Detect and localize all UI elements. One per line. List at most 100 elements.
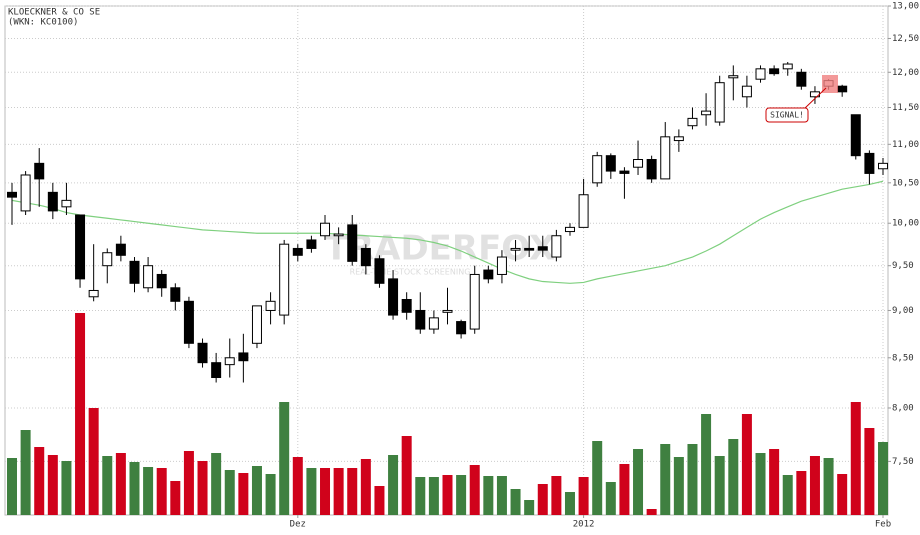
candle-body — [496, 256, 507, 275]
watermark-text: TRADERFOX — [325, 229, 555, 269]
volume-bar — [728, 439, 739, 515]
chart-title: KLOECKNER & CO SE — [8, 8, 100, 18]
candle-body — [7, 191, 17, 198]
candle-body — [524, 247, 535, 251]
candle-body — [170, 287, 181, 302]
candle-body — [537, 246, 548, 251]
volume-bar — [551, 476, 562, 515]
volume-bar — [34, 447, 45, 515]
volume-bar — [741, 414, 752, 515]
y-tick-label: 12,00 — [892, 68, 919, 78]
candle-body — [605, 155, 616, 172]
volume-bar — [251, 466, 262, 515]
candle-body — [143, 265, 154, 289]
candle-body — [619, 170, 630, 174]
y-tick-label: 10,50 — [892, 178, 919, 188]
candle-body — [224, 357, 235, 366]
volume-bar — [469, 465, 480, 515]
candle-body — [850, 114, 861, 157]
y-tick-label: 7,50 — [892, 457, 914, 467]
chart-subtitle: (WKN: KC0100) — [8, 18, 78, 28]
candle-body — [782, 63, 793, 70]
volume-bar — [306, 468, 317, 515]
candle-body — [633, 159, 644, 168]
candle-body — [769, 68, 780, 75]
volume-bar — [61, 461, 72, 515]
volume-bar — [619, 464, 630, 515]
candle-body — [61, 199, 72, 208]
volume-bar — [605, 482, 616, 515]
candle-body — [75, 214, 86, 280]
candle-body — [878, 162, 888, 170]
volume-bar — [578, 477, 589, 515]
volume-bar — [156, 468, 167, 515]
volume-bar — [701, 414, 712, 515]
volume-bar — [633, 449, 644, 515]
candle-body — [374, 258, 385, 284]
volume-bar — [428, 477, 439, 515]
volume-bar — [496, 476, 507, 515]
y-tick-label: 10,00 — [892, 219, 919, 229]
volume-bar — [878, 442, 888, 515]
volume-bar — [265, 474, 276, 515]
volume-bar — [238, 473, 249, 515]
candle-body — [211, 362, 222, 379]
volume-bar — [333, 468, 344, 515]
y-tick-label: 8,00 — [892, 403, 914, 413]
volume-bar — [564, 492, 575, 515]
candle-body — [673, 136, 684, 142]
volume-bar — [769, 449, 780, 515]
volume-bar — [510, 489, 521, 515]
y-tick-label: 11,50 — [892, 103, 919, 113]
volume-bar — [224, 470, 235, 515]
volume-bar — [360, 459, 371, 515]
candle-body — [333, 233, 344, 237]
candle-body — [564, 226, 575, 233]
volume-bar — [20, 430, 31, 515]
candle-body — [796, 71, 807, 87]
volume-bar — [442, 475, 453, 515]
volume-bar — [279, 402, 290, 515]
candle-body — [183, 300, 194, 344]
signal-label: SIGNAL! — [770, 111, 804, 120]
volume-bar — [456, 475, 467, 515]
volume-bar — [687, 444, 698, 515]
y-tick-label: 8,50 — [892, 353, 914, 363]
candle-body — [687, 117, 698, 127]
candle-body — [837, 85, 848, 93]
candle-body — [102, 252, 113, 267]
y-tick-label: 12,50 — [892, 34, 919, 44]
volume-bar — [864, 428, 875, 515]
signal-box — [765, 107, 809, 123]
candle-body — [469, 273, 480, 330]
x-tick-label: Feb — [875, 520, 891, 530]
candle-body — [360, 247, 371, 267]
y-tick-label: 9,00 — [892, 306, 914, 316]
volume-bar — [823, 458, 834, 515]
volume-bar — [782, 475, 793, 515]
candle-body — [115, 243, 126, 256]
volume-bar — [47, 455, 58, 515]
y-tick-label: 9,50 — [892, 261, 914, 271]
plot-frame — [4, 5, 889, 516]
candle-body — [47, 191, 58, 212]
candle-body — [265, 300, 276, 311]
volume-bar — [347, 468, 358, 515]
volume-bar — [320, 468, 331, 515]
candle-body — [347, 224, 358, 262]
candle-body — [129, 260, 140, 284]
candle-body — [755, 68, 766, 80]
volume-bar — [796, 471, 807, 515]
candle-body — [578, 194, 589, 228]
candle-body — [156, 273, 167, 289]
candle-body — [428, 317, 439, 330]
candle-body — [20, 174, 31, 212]
signal-annotation: SIGNAL! — [765, 75, 838, 123]
volume-bar — [673, 457, 684, 515]
watermark-subtitle: REAL-TIME STOCK SCREENING — [350, 268, 471, 277]
volume-bar — [537, 484, 548, 515]
candle-body — [741, 85, 752, 98]
volume-bar — [374, 486, 385, 515]
candle-body — [306, 239, 317, 249]
candle-body — [415, 309, 426, 330]
